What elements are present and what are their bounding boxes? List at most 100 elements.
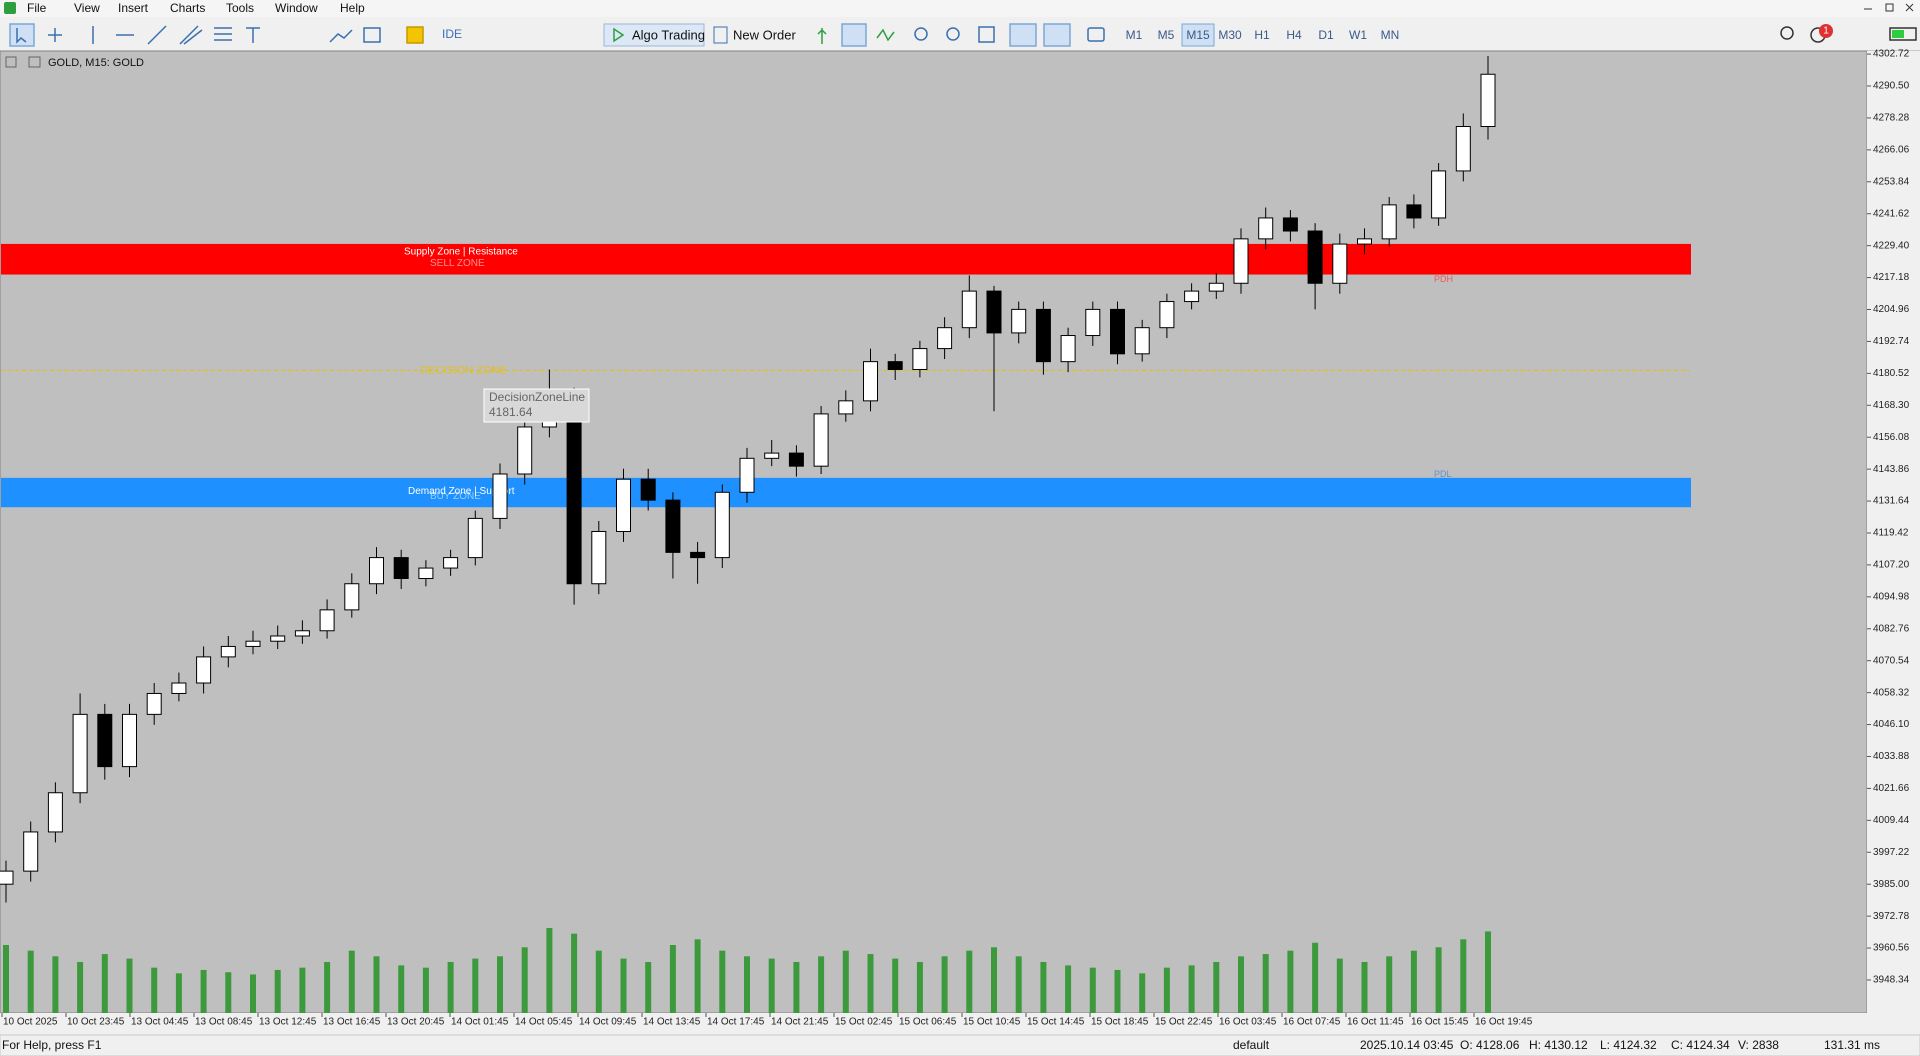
y-tick-label: 4107.20 [1873,560,1910,571]
x-tick-label: 14 Oct 17:45 [707,1017,765,1028]
new-order-button[interactable]: New Order [733,27,797,42]
cursor-tool[interactable] [9,23,35,47]
zone-label: Supply Zone | Resistance [404,247,518,258]
zone [1,477,1691,508]
algo-trading-button[interactable] [603,23,705,47]
ide-button[interactable]: IDE [442,27,462,41]
candle-body [467,517,483,559]
candle-body [146,692,162,715]
volume-bar [793,962,800,1013]
timeframe-active [1181,23,1215,47]
volume-bar [1336,958,1343,1013]
search[interactable] [1780,26,1794,40]
volume-bar [77,962,84,1013]
timeframe-button[interactable]: M30 [1218,28,1242,42]
y-tick-label: 4119.42 [1873,528,1909,539]
y-tick-label: 4094.98 [1873,591,1910,602]
volume-bar [225,972,232,1013]
volume-bar [1213,962,1220,1013]
volume-bar [521,947,528,1013]
menu-item[interactable]: Insert [118,1,149,15]
timeframe-button[interactable]: M1 [1126,28,1143,42]
candle-body [640,478,656,501]
candle-body [1431,170,1447,219]
crosshair-tool[interactable] [48,28,62,42]
y-tick-label: 4241.62 [1873,208,1910,219]
price-axis [1867,51,1920,1013]
y-tick-label: 4290.50 [1873,81,1910,92]
indicators[interactable] [329,29,353,43]
y-tick-label: 3948.34 [1873,975,1910,986]
menu-item[interactable]: File [27,1,47,15]
channel-tool[interactable] [179,25,203,45]
x-tick-label: 16 Oct 15:45 [1411,1017,1469,1028]
market[interactable] [406,26,424,44]
status-open: O: 4128.06 [1460,1038,1520,1052]
volume-bar [1015,956,1022,1013]
autoscroll[interactable] [1009,23,1037,47]
volume-bar [1410,950,1417,1013]
zoom-in[interactable] [914,27,928,41]
status-volume: V: 2838 [1738,1038,1779,1052]
zoom-out[interactable] [946,27,960,41]
status-close: C: 4124.34 [1671,1038,1730,1052]
menu-item[interactable]: Help [340,1,365,15]
trendline-tool[interactable] [147,25,167,45]
menu-item[interactable]: Tools [226,1,254,15]
chart-shift[interactable] [1043,23,1071,47]
timeframe-button[interactable]: M5 [1158,28,1175,42]
volume-bar [175,973,182,1013]
candle-body [1035,308,1051,363]
templates[interactable] [363,27,381,43]
candle-body [961,290,977,329]
menu-item[interactable]: Window [275,1,318,15]
y-tick-label: 4204.96 [1873,304,1910,315]
y-tick-label: 4266.06 [1873,145,1910,156]
volume-bar [497,956,503,1013]
one-click[interactable] [817,28,827,44]
volume-bar [867,954,874,1013]
menu-item[interactable]: Charts [170,1,205,15]
x-tick-label: 16 Oct 19:45 [1475,1017,1533,1028]
candle-body [813,413,829,467]
fibo-tool[interactable] [214,27,232,41]
plot: 4302.72 4290.50 4278.28 4266.06 4253.84 4241.… [0,49,1910,1028]
text-tool[interactable] [246,27,260,43]
y-tick-label: 4033.88 [1873,751,1910,762]
volume-bar [1040,962,1047,1013]
toolbar [0,17,1920,51]
restore[interactable] [1885,3,1894,12]
status-profile: default [1233,1038,1270,1052]
menu-item[interactable]: View [74,1,100,15]
candles-mode[interactable] [841,23,867,47]
notification-badge [1819,24,1833,38]
x-tick-label: 15 Oct 22:45 [1155,1017,1213,1028]
close[interactable] [1905,3,1914,12]
volume-bar [52,956,59,1013]
y-tick-label: 4143.86 [1873,464,1910,475]
candle-body [1110,308,1125,355]
algo-trading-label[interactable]: Algo Trading [632,27,705,42]
volume-bar [1163,967,1170,1013]
timeframe-button[interactable]: H4 [1286,28,1302,42]
volume-bar [101,954,108,1013]
x-tick-label: 15 Oct 06:45 [899,1017,957,1028]
volume-bar [1287,950,1294,1013]
timeframe-button[interactable]: D1 [1318,28,1334,42]
volume-bar [1238,956,1244,1013]
timeframe-button[interactable]: H1 [1254,28,1270,42]
tile[interactable] [978,26,995,43]
candle-body [344,583,360,611]
candle-body [1060,335,1076,363]
x-tick-label: 14 Oct 01:45 [451,1017,509,1028]
timeframe-button[interactable]: M15 [1186,28,1210,42]
new-order-icon [713,26,728,44]
candle-body [1159,301,1175,329]
screenshot[interactable] [1087,27,1105,42]
candle-body [1011,308,1027,334]
y-tick-label: 4046.10 [1873,719,1910,730]
line-mode[interactable] [876,28,895,42]
timeframe-button[interactable]: MN [1381,28,1400,42]
timeframe-button[interactable]: W1 [1349,28,1367,42]
candle-body [1134,327,1150,355]
